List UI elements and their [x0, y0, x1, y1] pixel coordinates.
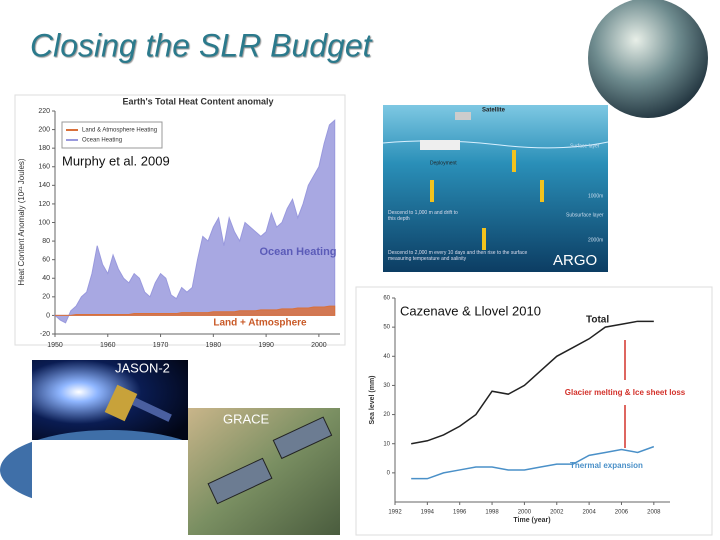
y-tick-label: 0	[387, 470, 391, 476]
y-axis-label: Sea level (mm)	[369, 375, 376, 424]
y-tick-label: 60	[42, 257, 50, 264]
y-tick-label: 40	[383, 354, 390, 360]
x-tick-label: 1990	[258, 342, 274, 349]
x-axis-label: Time (year)	[513, 517, 550, 524]
y-tick-label: 30	[383, 383, 390, 389]
x-tick-label: 1950	[47, 342, 63, 349]
argo-text: Subsurface layer	[566, 212, 604, 218]
source-label: Murphy et al. 2009	[62, 153, 170, 168]
annotation: Glacier melting & Ice sheet loss	[565, 388, 686, 397]
y-tick-label: 120	[38, 201, 50, 208]
image-label: GRACE	[223, 411, 270, 426]
chart-panel	[355, 286, 713, 536]
x-tick-label: 1970	[153, 342, 169, 349]
legend-label: Land & Atmosphere Heating	[82, 128, 157, 134]
y-tick-label: 140	[38, 182, 50, 189]
argo-text: 1000m	[588, 193, 603, 199]
area	[55, 305, 336, 316]
argo-text: Satellite	[482, 108, 506, 114]
x-tick-label: 2004	[582, 510, 596, 516]
image-label: ARGO	[553, 252, 597, 269]
y-tick-label: 20	[383, 412, 390, 418]
chart-title: Earth's Total Heat Content anomaly	[123, 96, 274, 106]
y-tick-label: 20	[42, 294, 50, 301]
y-tick-label: 60	[383, 296, 390, 302]
legend-box	[61, 121, 163, 149]
x-tick-label: 1980	[206, 342, 222, 349]
x-tick-label: 2000	[518, 510, 532, 516]
image-label: JASON-2	[115, 360, 170, 375]
y-tick-label: -20	[40, 331, 50, 338]
argo-note: Descend to 1,000 m and drift to this dep…	[388, 210, 458, 222]
y-tick-label: 220	[38, 108, 50, 115]
argo-image: Satellite Surface layer Deployment 1000m…	[382, 105, 609, 272]
slide-title: Closing the SLR Budget	[30, 27, 373, 63]
argo-text: 2000m	[588, 237, 603, 243]
series-label: Thermal expansion	[570, 461, 643, 470]
x-tick-label: 2008	[647, 510, 661, 516]
x-tick-label: 1996	[453, 510, 467, 516]
y-tick-label: 160	[38, 164, 50, 171]
y-tick-label: 0	[46, 312, 50, 319]
y-axis-label: Heat Content Anomaly (10²¹ Joules)	[17, 158, 26, 286]
source-label: Cazenave & Llovel 2010	[400, 303, 541, 318]
series-label: Total	[586, 315, 609, 326]
y-tick-label: 50	[383, 325, 390, 331]
argo-text: Deployment	[430, 160, 457, 166]
argo-text: Descend to 1,000 m and drift to this dep…	[388, 210, 458, 222]
y-tick-label: 200	[38, 126, 50, 133]
x-tick-label: 2000	[311, 342, 327, 349]
spacer	[32, 440, 188, 535]
argo-text: Descend to 2,000 m every 10 days and the…	[388, 250, 528, 262]
legend-label: Ocean Heating	[82, 138, 122, 144]
x-tick-label: 2002	[550, 510, 564, 516]
argo-text: Surface layer	[570, 143, 600, 149]
annotation: Land + Atmosphere	[213, 318, 307, 329]
line	[411, 445, 655, 480]
grace-image: GRACE	[188, 408, 340, 535]
line	[411, 320, 654, 445]
y-tick-label: 10	[383, 441, 390, 447]
x-tick-label: 1994	[421, 510, 435, 516]
y-tick-label: 180	[38, 145, 50, 152]
y-tick-label: 80	[42, 238, 50, 245]
x-tick-label: 1992	[388, 510, 402, 516]
globe	[588, 0, 708, 118]
x-tick-label: 1998	[485, 510, 499, 516]
annotation: Ocean Heating	[259, 246, 336, 258]
y-tick-label: 100	[38, 219, 50, 226]
area	[53, 119, 336, 324]
y-tick-label: 40	[42, 275, 50, 282]
x-tick-label: 2006	[615, 510, 629, 516]
x-tick-label: 1960	[100, 342, 116, 349]
argo-note: Descend to 2,000 m every 10 days and the…	[388, 250, 528, 262]
